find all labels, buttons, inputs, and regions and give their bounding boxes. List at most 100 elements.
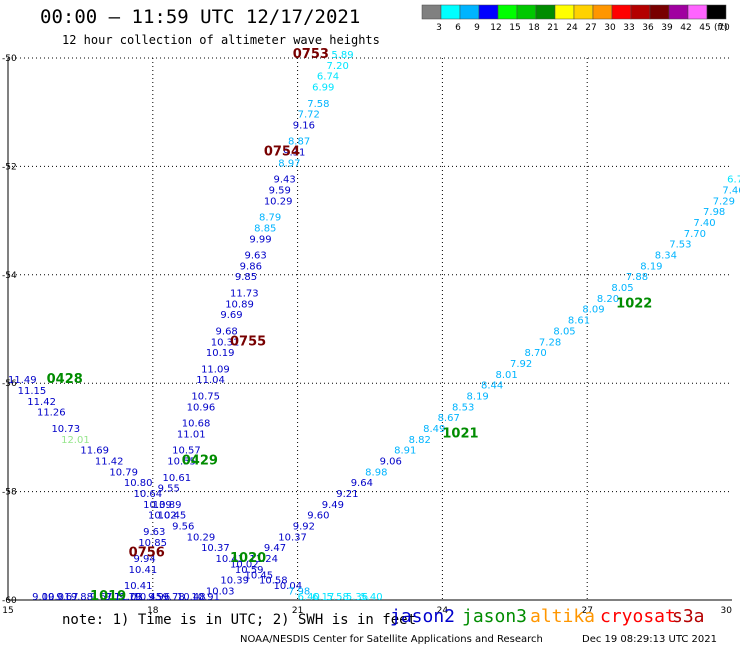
swh-value: 8.34 bbox=[655, 251, 677, 262]
swh-value: 8.97 bbox=[278, 158, 300, 169]
x-tick-label: 24 bbox=[437, 606, 449, 616]
x-tick-label: 18 bbox=[147, 606, 159, 616]
swh-value: 10.01 bbox=[42, 592, 71, 603]
pass-time-label: 1021 bbox=[442, 426, 478, 441]
pass-time-label: 1020 bbox=[230, 551, 266, 566]
swh-value: 9.47 bbox=[264, 543, 286, 554]
swh-value: 5.58 bbox=[327, 592, 349, 603]
swh-value: 11.03 bbox=[114, 592, 143, 603]
swh-value: 6.74 bbox=[317, 72, 339, 83]
swh-value: 10.39 bbox=[220, 576, 249, 587]
swh-value: 9.85 bbox=[235, 272, 257, 283]
swh-value: 11.69 bbox=[80, 446, 109, 457]
swh-value: 10.48 bbox=[177, 592, 206, 603]
swh-value: 8.49 bbox=[423, 424, 445, 435]
mission-label-s3a: s3a bbox=[672, 606, 705, 627]
swh-value: 9.96 bbox=[148, 592, 170, 603]
legend-label: 15 bbox=[509, 23, 520, 33]
swh-value: 10.45 bbox=[245, 570, 274, 581]
swh-value: 10.31 bbox=[211, 337, 240, 348]
swh-value: 9.78 bbox=[162, 592, 184, 603]
swh-value: 10.75 bbox=[191, 391, 220, 402]
legend-swatch bbox=[592, 4, 613, 20]
swh-value: 8.53 bbox=[452, 402, 474, 413]
page-title: 00:00 – 11:59 UTC 12/17/2021 bbox=[40, 6, 361, 28]
swh-value: 10.89 bbox=[153, 500, 182, 511]
mission-label-jason3: jason3 bbox=[462, 606, 528, 627]
swh-value: 10.37 bbox=[201, 543, 230, 554]
legend-swatch bbox=[440, 4, 461, 20]
timestamp-text: Dec 19 08:29:13 UTC 2021 bbox=[582, 634, 717, 645]
swh-value: 9.68 bbox=[216, 326, 238, 337]
swh-value: 7.88 bbox=[626, 272, 648, 283]
swh-value: 10.91 bbox=[191, 592, 220, 603]
swh-value: 9.92 bbox=[293, 522, 315, 533]
pass-time-label: 0754 bbox=[264, 145, 300, 160]
swh-value: 7.28 bbox=[539, 337, 561, 348]
swh-value: 10.41 bbox=[129, 565, 158, 576]
mission-label-altika: altika bbox=[530, 606, 596, 627]
legend-swatch bbox=[535, 4, 556, 20]
swh-value: 9.63 bbox=[143, 527, 165, 538]
swh-value: 7.98 bbox=[703, 207, 725, 218]
pass-time-label: 1022 bbox=[616, 296, 652, 311]
swh-value: 7.70 bbox=[684, 229, 706, 240]
swh-value: 9.63 bbox=[245, 251, 267, 262]
swh-value: 8.19 bbox=[640, 261, 662, 272]
y-tick-label: -58 bbox=[2, 488, 17, 498]
legend-unit: (ft) bbox=[714, 23, 728, 33]
swh-value: 10.61 bbox=[162, 473, 191, 484]
swh-value: 8.20 bbox=[597, 294, 619, 305]
legend-label: 21 bbox=[547, 23, 558, 33]
swh-value: 9.09 bbox=[32, 592, 54, 603]
swh-value: 9.16 bbox=[293, 120, 315, 131]
y-tick-label: -54 bbox=[2, 271, 17, 281]
swh-value: 5.36 bbox=[346, 592, 368, 603]
legend-swatch bbox=[554, 4, 575, 20]
x-tick-label: 21 bbox=[292, 606, 303, 616]
legend-swatch bbox=[668, 4, 689, 20]
swh-value: 10.73 bbox=[51, 424, 80, 435]
swh-value: 10.19 bbox=[206, 348, 235, 359]
legend-label: 27 bbox=[585, 23, 596, 33]
legend-swatch bbox=[478, 4, 499, 20]
legend-label: 70 bbox=[718, 23, 730, 33]
swh-value: 7.58 bbox=[307, 99, 329, 110]
swh-value: 7.20 bbox=[327, 61, 349, 72]
swh-value: 9.06 bbox=[380, 457, 402, 468]
swh-value: 9.55 bbox=[158, 484, 180, 495]
data-marks: 5.897.206.746.99 7.587.729.16 8.879.318.97… bbox=[8, 47, 740, 604]
swh-value: 10.79 bbox=[109, 467, 138, 478]
swh-value: 10.59 bbox=[235, 565, 264, 576]
page-subtitle: 12 hour collection of altimeter wave hei… bbox=[62, 33, 380, 47]
legend-swatch bbox=[421, 4, 442, 20]
pass-time-label: 0428 bbox=[47, 372, 83, 387]
swh-value: 11.15 bbox=[18, 386, 47, 397]
legend-swatch bbox=[706, 4, 727, 20]
swh-value: 10.39 bbox=[143, 500, 172, 511]
swh-value: 7.29 bbox=[713, 196, 735, 207]
pass-time-label: 0429 bbox=[182, 454, 218, 469]
legend-swatch bbox=[630, 4, 651, 20]
credit-text: NOAA/NESDIS Center for Satellite Applica… bbox=[240, 634, 543, 645]
legend-label: 6 bbox=[455, 23, 461, 33]
pass-time-label: 0753 bbox=[293, 47, 329, 62]
x-tick-label: 27 bbox=[581, 606, 592, 616]
mission-label-jason2: jason2 bbox=[390, 606, 456, 627]
swh-value: 6.76 bbox=[727, 175, 740, 186]
pass-time-label: 0755 bbox=[230, 334, 266, 349]
mission-label-cryosat: cryosat bbox=[600, 606, 676, 627]
legend-swatch bbox=[459, 4, 480, 20]
swh-value: 10.64 bbox=[133, 489, 162, 500]
swh-value: 5.40 bbox=[360, 592, 382, 603]
y-tick-label: -52 bbox=[2, 162, 17, 172]
legend-label: 12 bbox=[490, 23, 501, 33]
swh-value: 9.64 bbox=[351, 478, 373, 489]
swh-value: 8.01 bbox=[495, 370, 517, 381]
swh-value: 9.59 bbox=[269, 186, 291, 197]
swh-value: 10.57 bbox=[172, 446, 201, 457]
footer-note: note: 1) Time is in UTC; 2) SWH is in fe… bbox=[62, 612, 417, 628]
swh-value: 8.67 bbox=[438, 413, 460, 424]
swh-value: 8.09 bbox=[582, 305, 604, 316]
legend-label: 39 bbox=[661, 23, 673, 33]
